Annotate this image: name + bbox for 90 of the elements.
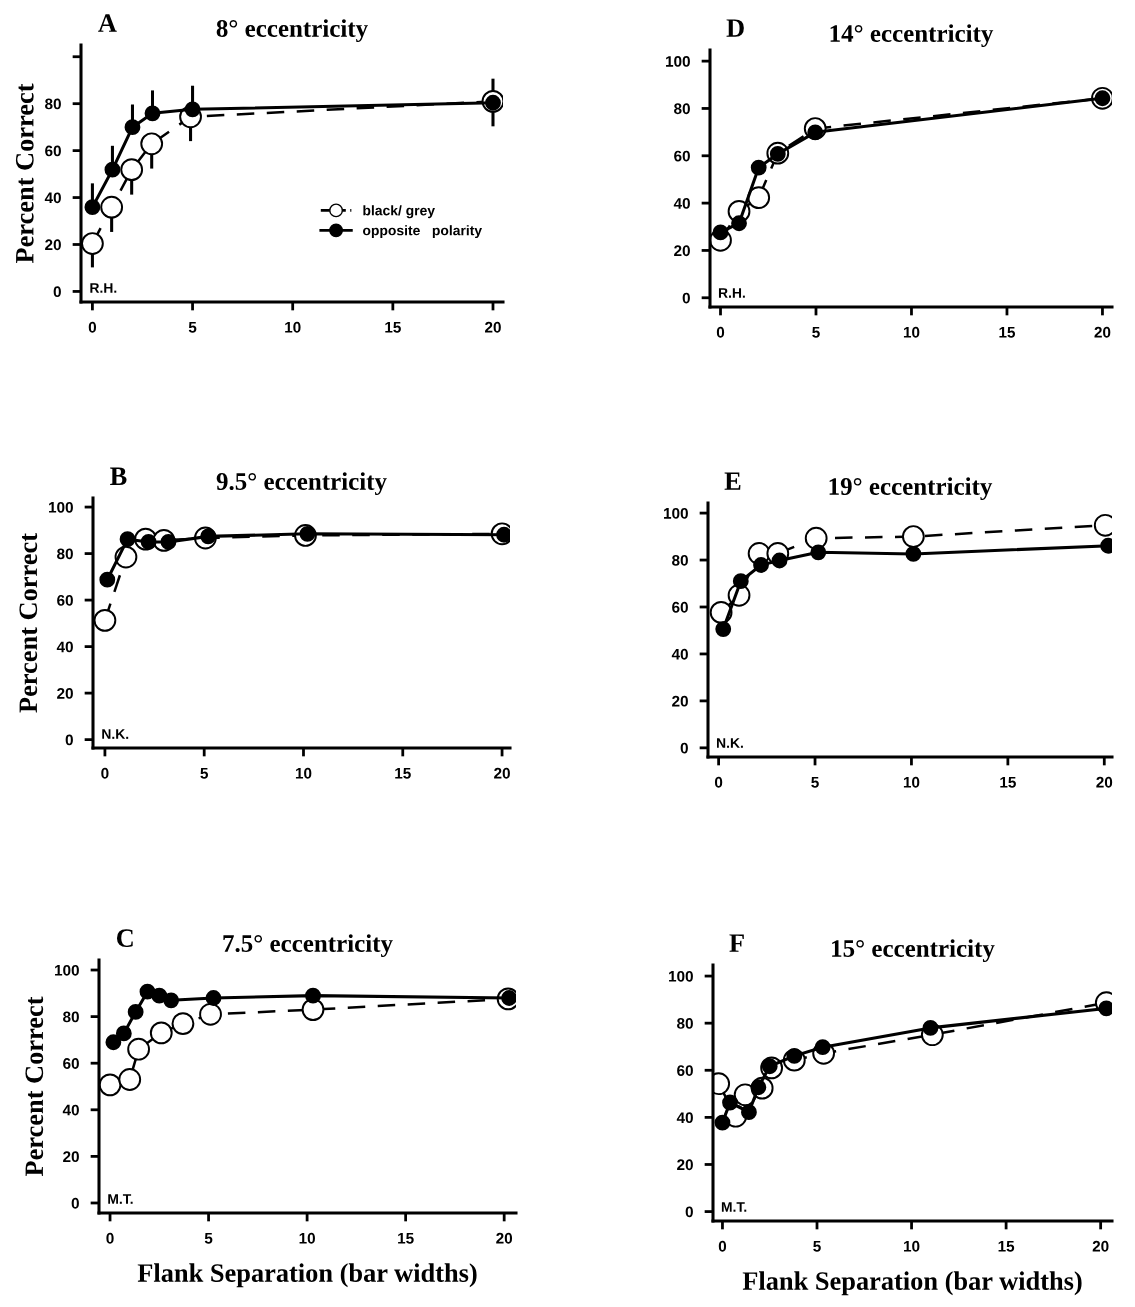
y-tick-label: 80 [674,103,690,115]
legend-label: black/ grey [363,205,435,219]
legend-label: opposite polarity [363,225,482,239]
y-tick-label: 0 [71,1197,79,1209]
x-tick-label: 20 [496,1232,513,1244]
x-tick-label: 20 [1094,326,1111,338]
annotation: M.T. [721,1202,747,1212]
y-tick-label: 40 [56,641,73,653]
y-axis-title: Percent Correct [25,996,44,1177]
x-tick-label: 15 [999,327,1016,338]
text: E [724,472,741,490]
x-tick-label: 5 [811,777,819,788]
y-tick-label: 20 [45,239,61,251]
y-tick-label: 0 [65,734,73,746]
y-tick-label: 60 [57,594,73,606]
annotation: R.H. [718,288,745,298]
chart-title: 8° eccentricity [216,19,368,43]
y-tick-label: 20 [674,245,690,257]
y-tick-label: 100 [49,501,73,513]
x-tick-label: 10 [903,326,920,338]
y-tick-label: 60 [677,1065,693,1076]
y-tick-label: 100 [55,964,79,976]
y-axis-title: Percent Correct [15,83,34,264]
x-tick-label: 0 [716,326,725,338]
y-tick-label: 0 [53,286,61,298]
x-tick-label: 15 [998,1241,1015,1252]
y-tick-label: 100 [664,507,688,519]
x-tick-label: 15 [1000,777,1016,788]
y-tick-label: 0 [682,292,690,304]
x-tick-label: 20 [1092,1240,1109,1252]
x-axis-title: Flank Separation (bar widths) [137,1263,477,1288]
x-tick-label: 0 [718,1240,727,1252]
x-tick-label: 0 [714,776,723,788]
y-tick-label: 40 [676,1112,693,1124]
x-tick-label: 15 [395,768,411,779]
x-axis-title: Flank Separation (bar widths) [742,1271,1082,1296]
chart-title: 14° eccentricity [830,24,994,48]
y-tick-label: 60 [672,601,688,613]
y-tick-label: 0 [680,742,688,754]
y-tick-label: 80 [45,98,61,110]
x-tick-label: 20 [1096,776,1113,788]
x-tick-label: 5 [200,768,209,779]
y-tick-label: 40 [44,192,61,204]
y-tick-label: 40 [673,197,690,209]
x-tick-label: 5 [204,1233,213,1244]
y-tick-label: 20 [63,1151,79,1163]
chart-title: 15° eccentricity [832,939,995,963]
x-tick-label: 20 [494,767,510,779]
x-tick-label: 10 [904,1240,920,1252]
x-tick-label: 0 [88,321,97,333]
text: C [116,929,133,948]
text: A [98,14,117,32]
x-tick-label: 15 [398,1233,414,1244]
y-tick-label: 80 [57,548,73,560]
y-tick-label: 20 [57,687,73,699]
chart-title: 7.5° eccentricity [223,934,393,958]
x-tick-label: 5 [188,322,197,333]
annotation: R.H. [90,283,117,293]
x-tick-label: 10 [299,1232,315,1244]
y-tick-label: 80 [672,554,688,566]
annotation: M.T. [108,1194,133,1204]
y-tick-label: 0 [685,1206,693,1218]
x-tick-label: 5 [813,1241,821,1252]
x-tick-label: 0 [106,1232,114,1244]
x-tick-label: 20 [485,321,501,333]
y-tick-label: 20 [672,695,688,707]
y-tick-label: 40 [62,1104,79,1116]
annotation: N.K. [717,738,743,748]
chart-title: 19° eccentricity [829,477,993,501]
y-tick-label: 100 [669,970,693,982]
y-tick-label: 60 [45,145,61,157]
y-tick-label: 60 [674,150,690,162]
text: F [729,934,744,952]
x-tick-label: 10 [295,767,312,779]
annotation: N.K. [102,729,129,739]
text: B [110,467,127,485]
x-tick-label: 0 [101,767,109,779]
y-tick-label: 40 [671,648,688,660]
text: D [726,19,744,37]
y-tick-label: 80 [677,1018,693,1029]
x-tick-label: 5 [812,327,820,338]
x-tick-label: 10 [903,776,920,788]
y-tick-label: 20 [677,1159,693,1171]
y-tick-label: 80 [63,1011,79,1023]
y-axis-title: Percent Correct [19,533,38,713]
x-tick-label: 15 [385,322,401,333]
y-tick-label: 100 [666,55,690,67]
y-tick-label: 60 [63,1058,79,1069]
chart-title: 9.5° eccentricity [216,472,387,496]
x-tick-label: 10 [285,321,301,333]
